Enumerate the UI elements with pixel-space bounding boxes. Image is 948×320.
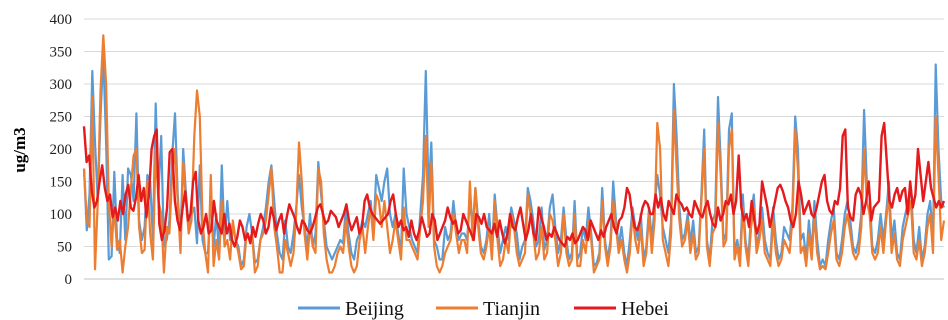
y-tick-label: 50 [57,240,72,256]
y-tick-label: 350 [50,45,73,61]
y-axis-ticks: 0 50 100 150 200 250 300 350 400 [50,12,73,288]
series-line-tianjin [82,34,946,274]
y-tick-label: 150 [50,175,73,191]
y-tick-label: 100 [50,207,73,223]
legend-label-beijing: Beijing [345,298,404,320]
y-tick-label: 300 [50,77,73,93]
y-tick-label: 250 [50,110,73,126]
series-lines [82,34,946,274]
legend: Beijing Tianjin Hebei [298,298,669,320]
y-tick-label: 0 [65,272,73,288]
legend-label-tianjin: Tianjin [483,298,540,320]
y-tick-label: 400 [50,12,73,28]
legend-label-hebei: Hebei [621,298,669,320]
y-tick-label: 200 [50,142,73,158]
series-line-hebei [82,121,946,248]
y-axis-label: ug/m3 [10,127,29,172]
